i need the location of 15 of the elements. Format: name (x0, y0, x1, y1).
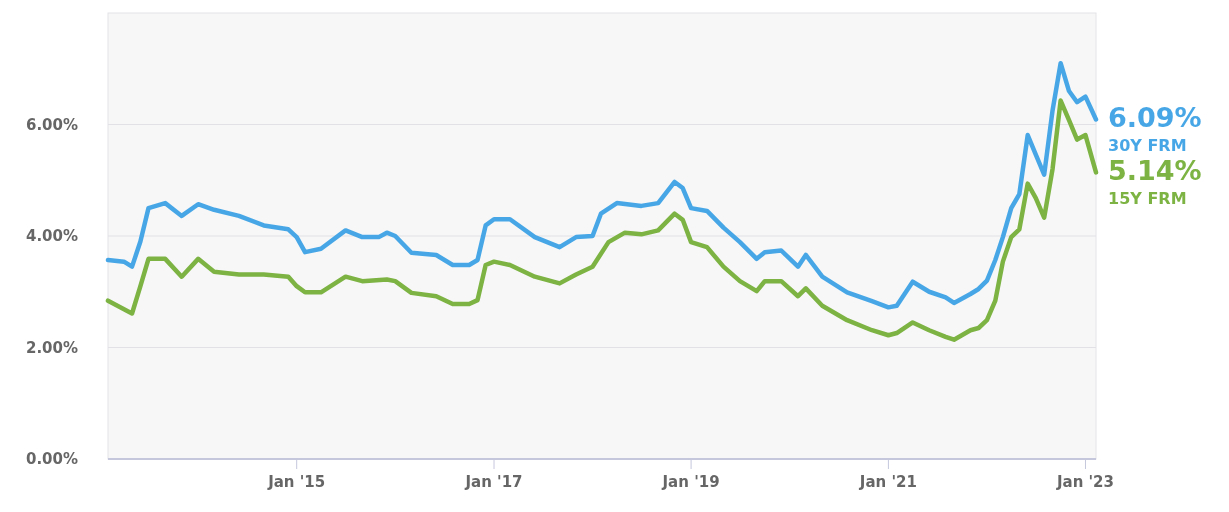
annotation: 6.09% (1108, 102, 1202, 134)
y-tick-label: 6.00% (25, 115, 78, 134)
y-tick-label: 4.00% (25, 227, 78, 246)
line-series (105, 98, 1099, 342)
line-series (105, 60, 1099, 310)
x-tick-label: Jan '21 (858, 473, 917, 491)
series-label: 15Y FRM (1108, 189, 1187, 209)
y-tick-label: 0.00% (25, 450, 78, 469)
x-tick-label: Jan '17 (464, 473, 523, 491)
y-tick-label: 2.00% (25, 338, 78, 357)
x-tick-label: Jan '23 (1055, 473, 1115, 491)
x-tick-label: Jan '19 (661, 473, 720, 491)
x-tick-label: Jan '15 (267, 473, 326, 491)
series-label: 30Y FRM (1108, 136, 1187, 156)
annotation: 5.14% (1108, 155, 1202, 187)
